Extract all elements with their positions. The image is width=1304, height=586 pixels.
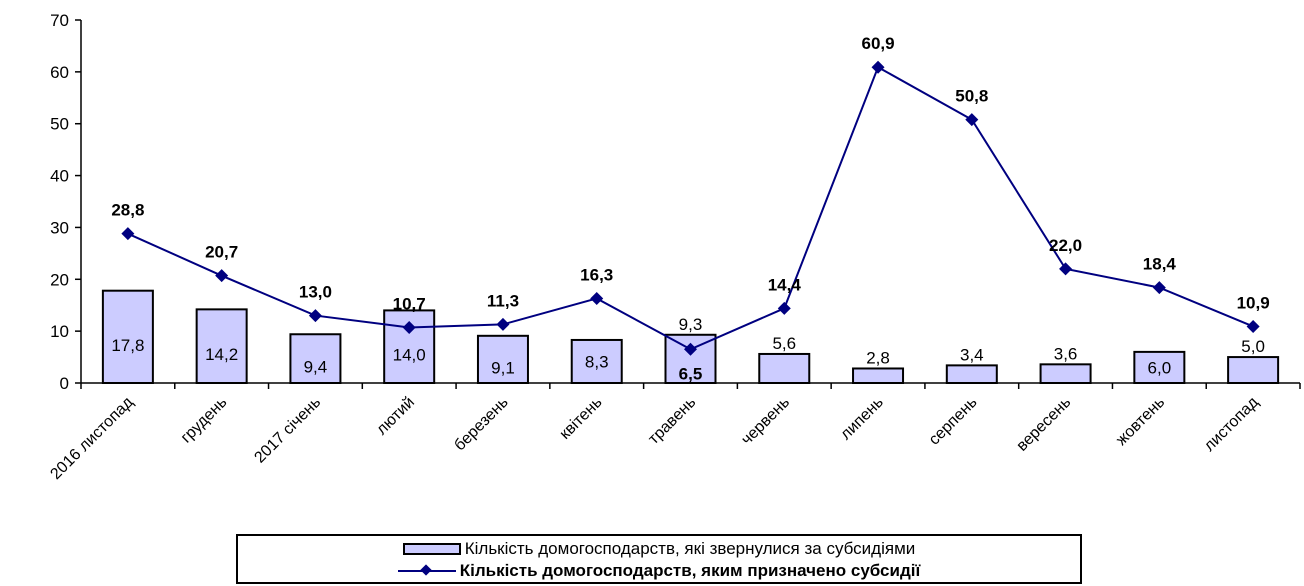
y-tick-label: 10 <box>50 322 69 341</box>
y-tick-label: 0 <box>60 374 69 393</box>
legend-line-swatch <box>397 564 456 578</box>
x-category-label: лютий <box>373 394 418 439</box>
bar <box>1227 356 1280 385</box>
bar-value-label: 9,1 <box>491 358 515 377</box>
bar <box>1133 350 1186 384</box>
legend: Кількість домогосподарств, які звернулис… <box>236 534 1082 584</box>
line-value-label: 10,9 <box>1237 293 1270 312</box>
bar <box>945 364 998 384</box>
x-category-label: квітень <box>557 394 606 443</box>
bar-value-label: 14,2 <box>205 345 238 364</box>
line-value-label: 10,7 <box>393 295 426 314</box>
bar-value-label: 9,3 <box>679 315 703 334</box>
line-value-label: 50,8 <box>955 87 988 106</box>
bar <box>476 334 529 384</box>
line-point <box>121 227 135 241</box>
bar <box>1039 363 1092 384</box>
y-tick-label: 60 <box>50 63 69 82</box>
combo-chart: 0 10 20 30 40 50 60 70 2016 листопад грудень 2017 … <box>47 11 1301 483</box>
line-point <box>965 113 979 127</box>
x-category-label: 2017 січень <box>251 394 324 467</box>
bar <box>852 367 905 385</box>
line-point <box>308 309 322 323</box>
bar <box>570 338 623 384</box>
line-value-label: 6,5 <box>679 364 703 383</box>
bar <box>289 333 342 384</box>
bar-value-label: 17,8 <box>111 336 144 355</box>
line-value-label: 13,0 <box>299 283 332 302</box>
bar-value-label: 9,4 <box>304 358 328 377</box>
bar-value-label: 3,6 <box>1054 344 1078 363</box>
line-point <box>496 317 510 331</box>
line-value-label: 18,4 <box>1143 255 1177 274</box>
x-category-label: 2016 листопад <box>47 393 137 483</box>
line-point <box>871 60 885 74</box>
legend-label-requests: Кількість домогосподарств, які звернулис… <box>464 539 916 558</box>
bar <box>195 308 248 384</box>
x-category-label: жовтень <box>1113 394 1168 449</box>
bar <box>758 352 811 384</box>
line-point <box>1246 319 1260 333</box>
line-path <box>127 65 1254 351</box>
x-category-label: березень <box>451 394 512 455</box>
legend-item-requests: Кількість домогосподарств, які звернулис… <box>238 538 1080 560</box>
legend-bar-swatch <box>402 543 461 555</box>
x-category-label: листопад <box>1201 393 1262 454</box>
legend-label-granted: Кількість домогосподарств, яким призначе… <box>459 561 921 580</box>
line-point <box>684 342 697 356</box>
bar-value-label: 5,6 <box>772 334 796 353</box>
y-tick-label: 50 <box>50 115 69 134</box>
y-tick-label: 40 <box>50 167 69 186</box>
bar-value-label: 2,8 <box>866 348 890 367</box>
line-point <box>590 291 604 305</box>
data-labels: 17,8 14,2 9,4 14,0 9,1 8,3 9,3 5,6 2,8 3,4 3,6 6,0 5… <box>111 34 1269 383</box>
bar-value-label: 5,0 <box>1241 337 1265 356</box>
line-value-label: 20,7 <box>205 243 238 262</box>
bar-value-label: 3,4 <box>960 345 984 364</box>
legend-item-granted: Кількість домогосподарств, яким призначе… <box>238 560 1080 582</box>
x-category-label: травень <box>645 394 699 448</box>
line-value-label: 16,3 <box>580 265 613 284</box>
line-value-label: 22,0 <box>1049 236 1082 255</box>
x-category-label: серпень <box>926 394 981 449</box>
bar-value-label: 8,3 <box>585 352 609 371</box>
line-series <box>121 60 1260 356</box>
line-point <box>1152 281 1166 295</box>
line-point <box>215 269 229 283</box>
line-value-label: 14,4 <box>768 275 802 294</box>
line-point <box>1059 262 1073 276</box>
y-tick-label: 70 <box>50 11 69 30</box>
bar-value-label: 6,0 <box>1148 358 1172 377</box>
line-point <box>402 321 416 335</box>
bar-value-label: 14,0 <box>393 346 426 365</box>
x-category-label: липень <box>837 394 887 444</box>
bar <box>101 289 154 384</box>
x-category-label: грудень <box>178 394 231 447</box>
y-tick-label: 20 <box>50 270 69 289</box>
x-category-label: червень <box>738 394 793 449</box>
x-category-label: вересень <box>1014 394 1075 455</box>
line-value-label: 28,8 <box>111 201 144 220</box>
line-point <box>777 301 791 315</box>
y-tick-label: 30 <box>50 218 69 237</box>
line-value-label: 11,3 <box>487 291 519 310</box>
line-value-label: 60,9 <box>861 34 894 53</box>
